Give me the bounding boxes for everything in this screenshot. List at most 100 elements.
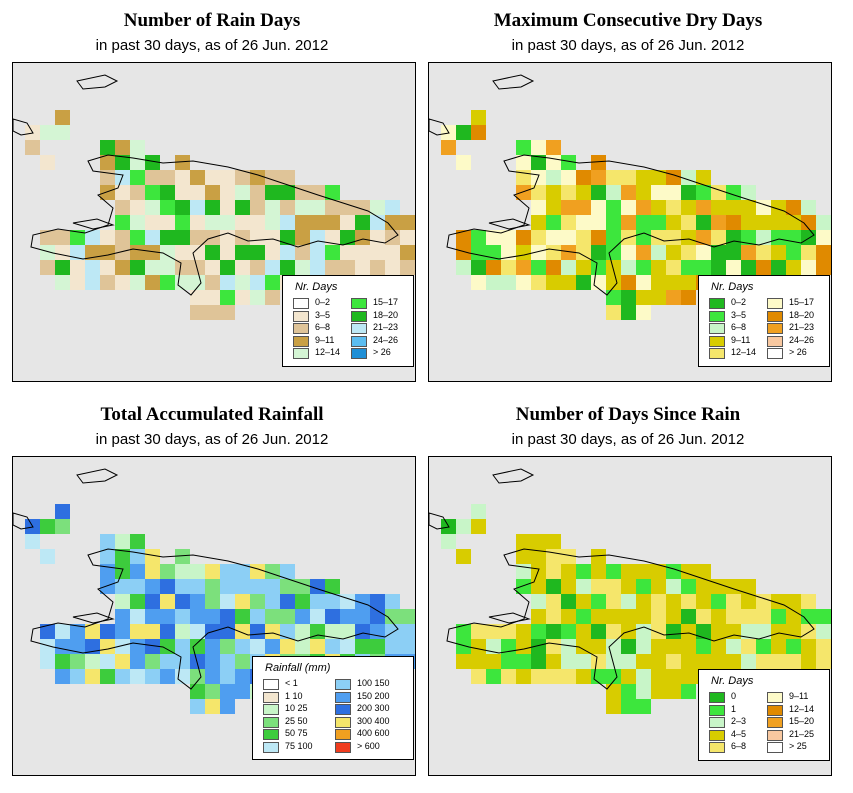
grid-cell <box>561 624 576 639</box>
grid-cell <box>115 260 130 275</box>
legend-label: 21–23 <box>373 322 399 332</box>
grid-cell <box>175 215 190 230</box>
grid-cell <box>816 609 831 624</box>
grid-cell <box>591 579 606 594</box>
grid-cell <box>235 200 250 215</box>
grid-cell <box>145 200 160 215</box>
grid-cell <box>115 140 130 155</box>
grid-cell <box>310 215 325 230</box>
grid-cell <box>235 260 250 275</box>
grid-cell <box>235 669 250 684</box>
grid-cell <box>220 639 235 654</box>
grid-cell <box>741 215 756 230</box>
grid-cell <box>175 654 190 669</box>
grid-cell <box>531 579 546 594</box>
grid-cell <box>100 639 115 654</box>
grid-cell <box>310 639 325 654</box>
grid-cell <box>816 654 831 669</box>
grid-cell <box>205 305 220 320</box>
legend-swatch <box>709 717 725 728</box>
grid-cell <box>651 245 666 260</box>
legend-label: < 1 <box>285 678 298 688</box>
grid-cell <box>340 624 355 639</box>
grid-cell <box>786 654 801 669</box>
grid-cell <box>265 260 280 275</box>
grid-cell <box>70 654 85 669</box>
legend-label: 15–20 <box>789 716 815 726</box>
legend-swatch <box>335 741 351 753</box>
panel-subtitle: in past 30 days, as of 26 Jun. 2012 <box>95 37 329 54</box>
grid-cell <box>160 185 175 200</box>
grid-cell <box>115 624 130 639</box>
grid-cell <box>591 275 606 290</box>
grid-cell <box>325 200 340 215</box>
grid-cell <box>681 639 696 654</box>
grid-cell <box>666 669 681 684</box>
grid-cell <box>651 669 666 684</box>
grid-cell <box>726 200 741 215</box>
grid-cell <box>531 245 546 260</box>
map-area[interactable] <box>428 456 832 776</box>
grid-cell <box>115 215 130 230</box>
grid-cell <box>771 654 786 669</box>
grid-cell <box>801 654 816 669</box>
grid-cell <box>576 200 591 215</box>
grid-cell <box>220 579 235 594</box>
grid-cell <box>591 215 606 230</box>
grid-cell <box>546 564 561 579</box>
grid-cell <box>516 230 531 245</box>
grid-cell <box>561 579 576 594</box>
grid-cell <box>696 609 711 624</box>
grid-cell <box>516 185 531 200</box>
grid-cell <box>546 200 561 215</box>
grid-cell <box>606 215 621 230</box>
grid-cell <box>295 260 310 275</box>
grid-cell <box>666 275 681 290</box>
grid-cell <box>636 245 651 260</box>
grid-cell <box>471 275 486 290</box>
grid-cell <box>741 260 756 275</box>
grid-cell <box>606 624 621 639</box>
grid-cell <box>220 185 235 200</box>
grid-cell <box>546 230 561 245</box>
legend-swatch <box>263 704 279 715</box>
grid-cell <box>711 185 726 200</box>
grid-cell <box>681 230 696 245</box>
grid-cell <box>190 170 205 185</box>
grid-cell <box>220 699 235 714</box>
grid-cell <box>70 260 85 275</box>
grid-cell <box>130 609 145 624</box>
grid-cell <box>130 594 145 609</box>
grid-cell <box>441 140 456 155</box>
grid-cell <box>786 260 801 275</box>
grid-cell <box>531 549 546 564</box>
grid-cell <box>726 654 741 669</box>
legend-label: 200 300 <box>357 703 390 713</box>
grid-cell <box>636 170 651 185</box>
grid-cell <box>711 579 726 594</box>
legend-label: 0 <box>731 691 737 701</box>
grid-cell <box>70 230 85 245</box>
grid-cell <box>130 140 145 155</box>
legend-swatch <box>293 348 309 359</box>
grid-cell <box>606 609 621 624</box>
grid-cell <box>771 609 786 624</box>
grid-cell <box>681 245 696 260</box>
grid-cell <box>160 594 175 609</box>
grid-cell <box>546 594 561 609</box>
grid-cell <box>636 654 651 669</box>
grid-cell <box>235 290 250 305</box>
grid-cell <box>355 594 370 609</box>
grid-cell <box>55 504 70 519</box>
grid-cell <box>576 215 591 230</box>
legend-title: Nr. Days <box>711 675 754 687</box>
grid-cell <box>400 230 415 245</box>
grid-cell <box>145 245 160 260</box>
grid-cell <box>55 519 70 534</box>
grid-cell <box>235 579 250 594</box>
grid-cell <box>160 669 175 684</box>
legend-label: 21–23 <box>789 322 815 332</box>
grid-cell <box>591 185 606 200</box>
grid-cell <box>190 275 205 290</box>
grid-cell <box>85 654 100 669</box>
